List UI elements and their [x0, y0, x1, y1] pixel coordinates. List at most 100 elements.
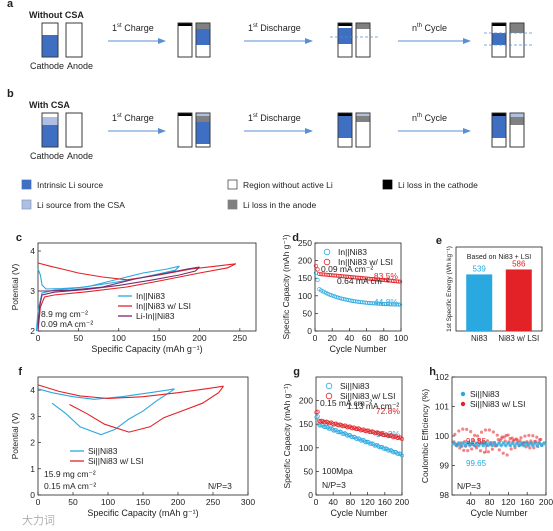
step-nth-cycle-text: Cycle: [422, 113, 447, 123]
y-tick-label: 4: [30, 246, 35, 256]
data-point-red: [531, 434, 535, 438]
x-axis-label: Specific Capacity (mAh g⁻¹): [87, 508, 198, 518]
data-point: [398, 302, 403, 307]
data-point-red: [510, 436, 514, 440]
nth-cathode-layer: [492, 33, 506, 45]
data-point-red: [535, 435, 539, 439]
y-tick-label: 101: [435, 402, 449, 412]
step-first-discharge-num: 1: [248, 23, 253, 33]
series-Li-In||Ni83-discharge: [37, 266, 200, 332]
legend-marker: [460, 391, 466, 397]
data-point-red: [475, 434, 480, 438]
y-tick-label: 50: [303, 308, 313, 318]
data-point-red: [491, 430, 495, 434]
legend-entry: Si||Ni83: [340, 381, 370, 391]
initial-cathode-border: [41, 22, 59, 58]
panel-letter: d: [292, 232, 299, 244]
plot-frame: [315, 376, 403, 496]
discharged-cathode-layer: [338, 113, 352, 116]
nth-anode-border: [509, 22, 525, 58]
legend-marker: [323, 248, 331, 256]
nth-cathode: [491, 22, 507, 58]
panel-letter: f: [18, 366, 22, 378]
data-point-red: [466, 449, 470, 453]
data-point-blue: [464, 443, 468, 447]
data-point-blue: [540, 444, 544, 448]
x-tick-label: Ni83: [471, 334, 488, 343]
charged-cathode: [177, 22, 193, 58]
series-In||Ni83 w/ LSI-discharge: [37, 263, 237, 332]
initial-anode-border: [65, 112, 83, 148]
legend-label-anode_loss: Li loss in the anode: [243, 200, 317, 210]
x-tick-label: 200: [192, 333, 206, 343]
initial-anode-border: [65, 22, 83, 58]
data-point: [329, 420, 334, 425]
annotation-ce-bare: 99.65: [466, 459, 487, 468]
data-point: [376, 444, 381, 449]
x-tick-label: 100: [112, 333, 126, 343]
x-axis-label: Cycle Number: [330, 508, 387, 518]
step-first-discharge-num: 1: [248, 113, 253, 123]
discharged-cathode-layer: [338, 23, 352, 26]
step-nth-cycle-num: n: [412, 113, 417, 123]
data-point: [340, 431, 345, 436]
x-tick-label: 80: [379, 333, 389, 343]
legend-swatch-intrinsic: [21, 179, 32, 190]
panel-title: With CSA: [29, 100, 70, 110]
data-point-blue: [513, 444, 517, 448]
data-point: [361, 427, 366, 432]
data-point: [354, 427, 359, 432]
x-tick-label: 160: [520, 497, 534, 507]
legend-entry: In||Ni83 w/ LSI: [136, 301, 191, 311]
panel-letter: c: [16, 232, 22, 244]
y-tick-label: 99: [440, 461, 450, 471]
data-point-red: [474, 446, 479, 450]
data-point-blue: [496, 443, 500, 447]
discharged-cathode: [337, 112, 353, 148]
bar-Ni83 w/ LSI: [505, 269, 532, 331]
data-point-blue: [523, 443, 526, 447]
data-point-red: [482, 450, 487, 454]
data-point-red: [495, 433, 499, 437]
legend-label-csa: Li source from the CSA: [37, 200, 125, 210]
data-point: [390, 449, 395, 454]
series-In||Ni83 w/ LSI-charge: [37, 262, 236, 281]
y-tick-label: 98: [440, 490, 450, 500]
legend-entry: Si||Ni83: [88, 446, 118, 456]
data-point-red: [461, 427, 465, 431]
step-nth-cycle: nth Cycle: [412, 113, 447, 123]
panel-letter: g: [293, 366, 300, 378]
data-point-red: [505, 453, 509, 457]
annotation-current-1: 0.09 mA cm⁻²: [321, 264, 373, 274]
data-point: [342, 431, 347, 436]
legend-swatch-region: [227, 179, 238, 190]
y-axis-label: Coulombic Efficiency (%): [420, 389, 430, 483]
data-point: [390, 434, 395, 439]
step-nth-cycle-sup: th: [417, 113, 422, 119]
charged-anode-layer: [196, 122, 210, 144]
initial-cathode: [41, 112, 59, 148]
data-point-blue: [475, 441, 479, 445]
step-nth-cycle-sup: th: [417, 23, 422, 29]
data-point-blue: [507, 441, 511, 445]
legend-entry: In||Ni83: [136, 291, 165, 301]
plot-frame: [455, 246, 543, 332]
x-axis-label: Cycle Number: [329, 344, 386, 354]
y-tick-label: 0: [30, 490, 35, 500]
panel-letter: e: [436, 235, 442, 247]
annotation-current: 0.09 mA cm⁻²: [41, 319, 93, 329]
anode-label: Anode: [67, 61, 93, 71]
charged-anode-layer: [196, 29, 210, 45]
plot-frame: [314, 242, 402, 332]
series-In||Ni83-discharge: [35, 265, 180, 332]
step-first-charge-text: Charge: [122, 23, 154, 33]
discharged-cathode-border: [337, 22, 353, 58]
panel-letter: b: [7, 88, 14, 100]
data-point: [385, 432, 390, 437]
data-point-red: [479, 430, 484, 434]
legend-label-intrinsic: Intrinsic Li source: [37, 180, 103, 190]
